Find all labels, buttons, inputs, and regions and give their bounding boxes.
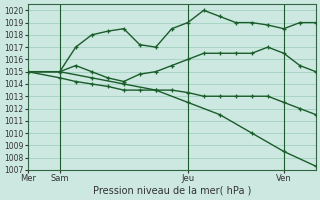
X-axis label: Pression niveau de la mer( hPa ): Pression niveau de la mer( hPa ) (92, 186, 251, 196)
